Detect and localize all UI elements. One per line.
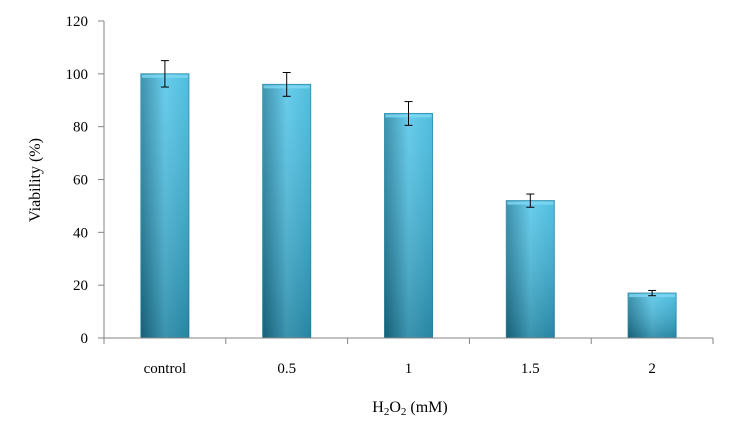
bar-shade-2 bbox=[384, 113, 433, 338]
x-tick-label-4: 2 bbox=[648, 361, 656, 377]
x-tick-label-0: control bbox=[144, 361, 187, 377]
y-tick-label-6: 120 bbox=[66, 14, 89, 30]
x-axis-title-part-3: 2 bbox=[401, 406, 407, 418]
y-tick-label-0: 0 bbox=[81, 331, 89, 347]
x-tick-label-1: 0.5 bbox=[277, 361, 296, 377]
x-tick-label-3: 1.5 bbox=[521, 361, 540, 377]
y-axis-title: Viability (%) bbox=[27, 138, 44, 222]
x-axis-title-part-1: 2 bbox=[384, 406, 390, 418]
x-axis-title: H2O2 (mM) bbox=[372, 399, 447, 418]
axes-layer bbox=[98, 20, 714, 344]
y-tick-label-4: 80 bbox=[73, 120, 88, 136]
y-tick-label-3: 60 bbox=[73, 173, 88, 189]
y-tick-label-2: 40 bbox=[73, 225, 88, 241]
bar-shade-4 bbox=[628, 293, 677, 338]
x-axis-title-part-0: H bbox=[372, 399, 384, 416]
x-axis-title-part-2: O bbox=[389, 399, 401, 416]
bar-shade-1 bbox=[262, 84, 311, 339]
y-tick-label-1: 20 bbox=[73, 278, 88, 294]
x-axis-title-part-4: (mM) bbox=[406, 399, 447, 416]
bar-shade-3 bbox=[506, 200, 555, 338]
y-tick-label-5: 100 bbox=[66, 67, 89, 83]
bar-shade-0 bbox=[140, 73, 189, 338]
x-tick-label-2: 1 bbox=[405, 361, 413, 377]
error-bars-layer bbox=[160, 60, 657, 297]
